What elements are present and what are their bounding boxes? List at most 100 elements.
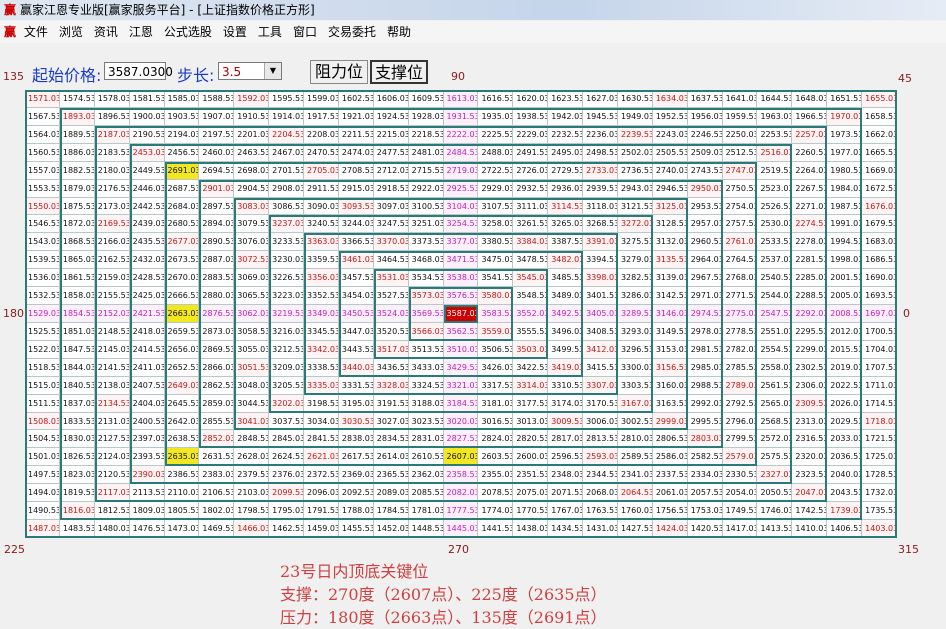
grid-cell: 1452.03 bbox=[373, 520, 409, 538]
grid-cell: 3020.03 bbox=[443, 412, 479, 431]
grid-cell: 1980.53 bbox=[827, 161, 863, 180]
grid-cell: 2253.53 bbox=[757, 125, 793, 144]
grid-cell: 3184.53 bbox=[443, 394, 479, 413]
grid-cell: 3510.03 bbox=[443, 340, 479, 359]
grid-cell: 2141.53 bbox=[94, 358, 130, 377]
grid-cell: 3086.53 bbox=[269, 197, 305, 216]
menu-browse[interactable]: 浏览 bbox=[58, 25, 83, 39]
grid-cell: 1704.03 bbox=[862, 340, 897, 359]
step-value: 3.5 bbox=[222, 65, 242, 79]
grid-cell: 3258.03 bbox=[478, 215, 514, 234]
resistance-button[interactable]: 阻力位 bbox=[310, 60, 368, 84]
start-price-label: 起始价格: bbox=[32, 66, 102, 85]
grid-cell: 2635.03 bbox=[164, 448, 200, 467]
grid-cell: 2169.53 bbox=[94, 215, 130, 234]
grid-cell: 2474.03 bbox=[338, 143, 374, 162]
grid-cell: 3132.03 bbox=[652, 233, 688, 252]
grid-cell: 3555.53 bbox=[513, 322, 549, 341]
grid-cell: 2099.53 bbox=[269, 484, 305, 503]
grid-cell: 2873.03 bbox=[199, 322, 235, 341]
menu-window[interactable]: 窗口 bbox=[292, 25, 317, 39]
support-button[interactable]: 支撑位 bbox=[370, 60, 428, 84]
grid-cell: 1417.03 bbox=[722, 520, 758, 538]
angle-90: 90 bbox=[451, 70, 465, 83]
grid-cell: 3331.53 bbox=[338, 376, 374, 395]
menu-gann[interactable]: 江恩 bbox=[128, 25, 153, 39]
grid-cell: 2862.53 bbox=[199, 376, 235, 395]
grid-cell: 2589.53 bbox=[617, 448, 653, 467]
menu-trade[interactable]: 交易委托 bbox=[327, 25, 376, 39]
grid-cell: 2218.53 bbox=[408, 125, 444, 144]
grid-cell: 3044.53 bbox=[234, 394, 270, 413]
grid-cell: 2050.53 bbox=[757, 484, 793, 503]
grid-cell: 1525.53 bbox=[25, 322, 60, 341]
grid-cell: 1784.53 bbox=[373, 502, 409, 521]
grid-cell: 2708.53 bbox=[338, 161, 374, 180]
grid-cell: 3338.53 bbox=[304, 358, 339, 377]
grid-cell: 2320.03 bbox=[792, 448, 828, 467]
grid-cell: 2183.53 bbox=[94, 143, 130, 162]
grid-cell: 1963.03 bbox=[757, 107, 793, 126]
grid-cell: 2134.53 bbox=[94, 394, 130, 413]
grid-cell: 3324.53 bbox=[408, 376, 444, 395]
grid-cell: 1679.53 bbox=[862, 215, 897, 234]
grid-cell: 2155.53 bbox=[94, 287, 130, 306]
grid-cell: 2351.53 bbox=[513, 466, 549, 485]
grid-cell: 2222.03 bbox=[443, 125, 479, 144]
grid-cell: 1945.53 bbox=[583, 107, 618, 126]
grid-cell: 3058.53 bbox=[234, 322, 270, 341]
grid-cell: 2701.53 bbox=[269, 161, 305, 180]
grid-cell: 2033.03 bbox=[827, 430, 863, 449]
grid-cell: 2078.53 bbox=[478, 484, 514, 503]
grid-cell: 2512.53 bbox=[722, 143, 758, 162]
grid-cell: 2124.03 bbox=[94, 448, 130, 467]
menu-tools[interactable]: 工具 bbox=[257, 25, 282, 39]
grid-cell: 1966.53 bbox=[792, 107, 828, 126]
grid-cell: 1550.03 bbox=[25, 197, 60, 216]
grid-cell: 1413.53 bbox=[757, 520, 793, 538]
menu-settings[interactable]: 设置 bbox=[222, 25, 247, 39]
grid-cell: 2754.03 bbox=[722, 197, 758, 216]
grid-cell: 1501.03 bbox=[25, 448, 60, 467]
grid-cell: 1613.03 bbox=[443, 90, 479, 108]
grid-cell: 3345.53 bbox=[304, 322, 339, 341]
menu-formula[interactable]: 公式选股 bbox=[163, 25, 212, 39]
grid-cell: 3037.53 bbox=[269, 412, 305, 431]
grid-cell: 3265.03 bbox=[548, 215, 584, 234]
grid-cell: 2337.53 bbox=[652, 466, 688, 485]
chevron-down-icon[interactable]: ▼ bbox=[264, 63, 281, 79]
grid-cell: 2950.03 bbox=[687, 179, 723, 198]
menu-file[interactable]: 文件 bbox=[23, 25, 48, 39]
grid-cell: 1497.53 bbox=[25, 466, 60, 485]
grid-cell: 3205.53 bbox=[269, 376, 305, 395]
grid-cell: 2190.53 bbox=[129, 125, 165, 144]
grid-cell: 2005.03 bbox=[827, 287, 863, 306]
grid-cell: 3580.03 bbox=[478, 287, 514, 306]
grid-cell: 2446.03 bbox=[129, 179, 165, 198]
grid-cell: 3576.53 bbox=[443, 287, 479, 306]
grid-cell: 3076.03 bbox=[234, 233, 270, 252]
grid-cell: 2201.03 bbox=[234, 125, 270, 144]
grid-cell: 2621.03 bbox=[304, 448, 339, 467]
grid-cell: 2495.03 bbox=[548, 143, 584, 162]
grid-cell: 2820.53 bbox=[513, 430, 549, 449]
step-select[interactable]: 3.5 ▼ bbox=[218, 62, 282, 80]
grid-cell: 3174.03 bbox=[548, 394, 584, 413]
grid-cell: 1658.53 bbox=[862, 107, 897, 126]
grid-cell: 2362.03 bbox=[408, 466, 444, 485]
menu-info[interactable]: 资讯 bbox=[93, 25, 118, 39]
grid-cell: 1770.53 bbox=[513, 502, 549, 521]
grid-cell: 3027.03 bbox=[373, 412, 409, 431]
grid-cell: 2960.53 bbox=[687, 233, 723, 252]
grid-cell: 2414.53 bbox=[129, 340, 165, 359]
grid-cell: 1462.53 bbox=[269, 520, 305, 538]
grid-cell: 3562.53 bbox=[443, 322, 479, 341]
grid-cell: 2089.03 bbox=[373, 484, 409, 503]
start-price-input[interactable]: 3587.0300 bbox=[104, 62, 173, 80]
grid-cell: 3391.03 bbox=[583, 233, 618, 252]
grid-cell: 2799.53 bbox=[722, 430, 758, 449]
grid-cell: 2925.53 bbox=[443, 179, 479, 198]
grid-cell: 1907.03 bbox=[199, 107, 235, 126]
grid-cell: 3149.53 bbox=[652, 322, 688, 341]
menu-help[interactable]: 帮助 bbox=[386, 25, 411, 39]
